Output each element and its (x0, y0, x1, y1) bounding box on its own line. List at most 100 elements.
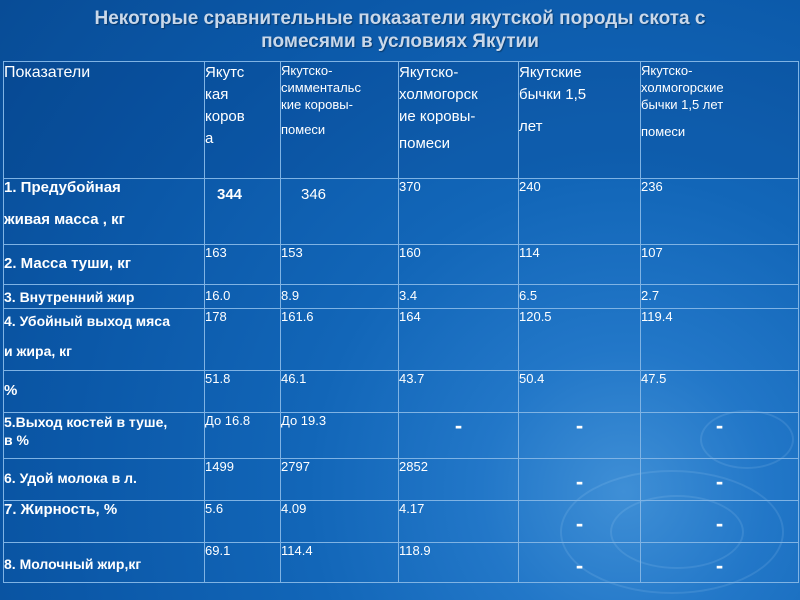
title-line-1: Некоторые сравнительные показатели якутс… (94, 8, 706, 29)
table-row: 8. Молочный жир,кг 69.1 114.4 118.9 - - (3, 542, 799, 583)
table-cell-dash: - (398, 412, 519, 459)
table-cell: 50.4 (518, 370, 641, 413)
table-cell: 47.5 (640, 370, 799, 413)
table-cell: 2852 (398, 458, 519, 501)
table-cell: 2.7 (640, 284, 799, 309)
table-cell: 5.6 (204, 500, 281, 543)
row-label: 2. Масса туши, кг (3, 244, 205, 285)
table-cell-dash: - (640, 412, 799, 459)
table-cell: 43.7 (398, 370, 519, 413)
table-row: 1. Предубойная живая масса , кг 344 346 … (3, 178, 799, 245)
header-text: а (205, 130, 214, 147)
table-cell: 344 (204, 178, 281, 245)
header-text: Якутско- (399, 64, 459, 81)
table-cell-dash: - (640, 542, 799, 583)
header-text: помеси (399, 135, 451, 152)
table-cell-dash: - (518, 412, 641, 459)
table-cell: 6.5 (518, 284, 641, 309)
row-label: 3. Внутренний жир (3, 284, 205, 309)
header-text: помеси (281, 122, 326, 137)
row-label-text: % (4, 382, 18, 399)
row-label-text: 2. Масса туши, кг (4, 255, 131, 272)
table-cell-dash: - (640, 500, 799, 543)
comparison-table: Показатели Якутс кая коров а Якутско- си… (3, 61, 799, 583)
table-cell: 370 (398, 178, 519, 245)
header-text: ие коровы- (399, 108, 476, 125)
row-label: 1. Предубойная живая масса , кг (3, 178, 205, 245)
table-cell: 153 (280, 244, 399, 285)
table-row: 2. Масса туши, кг 163 153 160 114 107 (3, 244, 799, 285)
table-cell: 3.4 (398, 284, 519, 309)
table-cell: 114.4 (280, 542, 399, 583)
table-cell: 164 (398, 308, 519, 371)
table-cell: 161.6 (280, 308, 399, 371)
header-yakut-bulls: Якутские бычки 1,5 лет (518, 61, 641, 179)
header-text: лет (519, 118, 543, 135)
header-text: кая (205, 86, 229, 103)
table-cell: 2797 (280, 458, 399, 501)
header-yakut-kholmogory-cow: Якутско- холмогорск ие коровы- помеси (398, 61, 519, 179)
header-yakut-kholmogory-bulls: Якутско- холмогорские бычки 1,5 лет поме… (640, 61, 799, 179)
table-cell: 4.17 (398, 500, 519, 543)
table-cell-dash: - (640, 458, 799, 501)
table-cell: 46.1 (280, 370, 399, 413)
row-label: 8. Молочный жир,кг (3, 542, 205, 583)
table-cell: 107 (640, 244, 799, 285)
row-label-text: 5.Выход костей в туше, (4, 414, 168, 430)
slide-title: Некоторые сравнительные показатели якутс… (0, 0, 800, 60)
row-label-text: живая масса , кг (4, 211, 125, 228)
table-cell-dash: - (518, 458, 641, 501)
header-text: Якутско- (281, 63, 333, 78)
row-label-text: в % (4, 432, 29, 448)
table-cell: 236 (640, 178, 799, 245)
header-text: коров (205, 108, 245, 125)
header-text: кие коровы- (281, 97, 353, 112)
table-cell: 4.09 (280, 500, 399, 543)
header-indicators-label: Показатели (4, 64, 91, 81)
table-cell: 8.9 (280, 284, 399, 309)
table-cell: 120.5 (518, 308, 641, 371)
table-cell: 51.8 (204, 370, 281, 413)
table-cell-dash: - (518, 500, 641, 543)
row-label-text: 8. Молочный жир,кг (4, 556, 142, 572)
header-text: бычки 1,5 (519, 86, 587, 103)
table-row: % 51.8 46.1 43.7 50.4 47.5 (3, 370, 799, 413)
table-cell: 119.4 (640, 308, 799, 371)
header-text: Якутские (519, 64, 582, 81)
table-cell: До 19.3 (280, 412, 399, 459)
header-yakut-simmental-cow: Якутско- симментальс кие коровы- помеси (280, 61, 399, 179)
header-indicators: Показатели (3, 61, 205, 179)
table-row: 6. Удой молока в л. 1499 2797 2852 - - (3, 458, 799, 501)
title-line-2: помесями в условиях Якутии (261, 31, 539, 52)
table-cell: 1499 (204, 458, 281, 501)
row-label-text: 1. Предубойная (4, 179, 121, 197)
row-label-text: 4. Убойный выход мяса (4, 313, 171, 329)
table-row: 4. Убойный выход мяса и жира, кг 178 161… (3, 308, 799, 371)
header-text: помеси (641, 124, 686, 139)
row-label: % (3, 370, 205, 413)
header-text: Якутско- (641, 63, 693, 78)
row-label-text: 7. Жирность, % (4, 501, 118, 519)
row-label-text: 6. Удой молока в л. (4, 470, 137, 486)
header-text: бычки 1,5 лет (641, 97, 724, 112)
table-row: 5.Выход костей в туше, в % До 16.8 До 19… (3, 412, 799, 459)
header-text: Якутс (205, 64, 245, 81)
header-text: холмогорск (399, 86, 478, 103)
row-label: 5.Выход костей в туше, в % (3, 412, 205, 459)
table-cell: 163 (204, 244, 281, 285)
header-yakut-cow: Якутс кая коров а (204, 61, 281, 179)
row-label-text: и жира, кг (4, 343, 72, 359)
row-label: 7. Жирность, % (3, 500, 205, 543)
row-label: 6. Удой молока в л. (3, 458, 205, 501)
table-cell: 69.1 (204, 542, 281, 583)
table-cell: До 16.8 (204, 412, 281, 459)
table-row: 7. Жирность, % 5.6 4.09 4.17 - - (3, 500, 799, 543)
table-cell: 240 (518, 178, 641, 245)
table-cell: 16.0 (204, 284, 281, 309)
table-cell: 178 (204, 308, 281, 371)
table-cell: 114 (518, 244, 641, 285)
table-header-row: Показатели Якутс кая коров а Якутско- си… (3, 61, 799, 179)
header-text: холмогорские (641, 80, 724, 95)
table-cell: 160 (398, 244, 519, 285)
row-label: 4. Убойный выход мяса и жира, кг (3, 308, 205, 371)
